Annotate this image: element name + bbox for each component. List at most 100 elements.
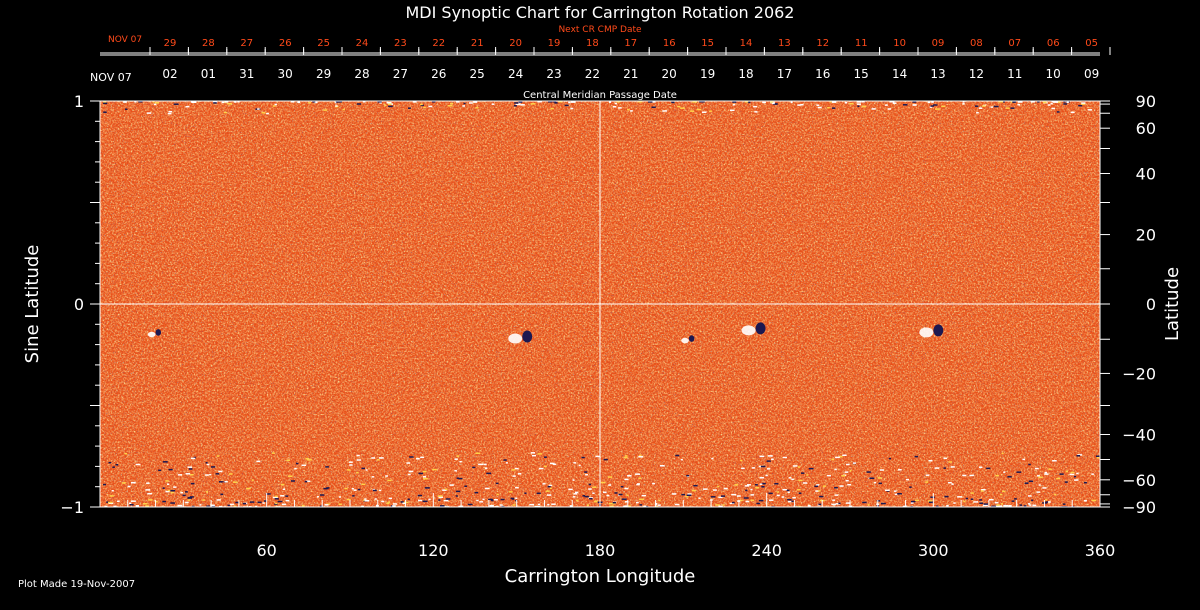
noise-speck [191, 101, 197, 104]
active-region-positive [741, 325, 756, 336]
noise-speck [482, 498, 485, 501]
noise-speck [553, 463, 557, 466]
noise-speck [529, 503, 535, 506]
active-region-positive [681, 337, 689, 344]
noise-speck [463, 102, 466, 105]
noise-speck [564, 104, 569, 107]
noise-speck [838, 455, 843, 458]
noise-speck [420, 456, 425, 459]
noise-speck [771, 458, 774, 460]
noise-speck [146, 482, 150, 484]
noise-speck [342, 108, 345, 111]
noise-speck [170, 491, 174, 494]
noise-speck [588, 488, 592, 490]
noise-speck [718, 496, 723, 499]
noise-speck [624, 501, 629, 503]
noise-speck [611, 502, 616, 505]
noise-speck [760, 465, 766, 468]
noise-speck [103, 101, 107, 103]
noise-speck [756, 502, 760, 505]
noise-speck [361, 467, 366, 470]
noise-speck [127, 485, 131, 488]
noise-speck [624, 487, 629, 490]
cmp-date-label: 18 [738, 67, 753, 81]
noise-speck [765, 474, 768, 477]
noise-speck [134, 101, 137, 103]
noise-speck [914, 455, 919, 458]
noise-speck [277, 500, 283, 503]
noise-speck [817, 106, 822, 109]
noise-speck [142, 503, 148, 505]
noise-speck [138, 101, 143, 103]
noise-speck [759, 477, 765, 479]
cmp-date-label: 11 [1007, 67, 1022, 81]
noise-speck [866, 471, 871, 473]
noise-speck [227, 504, 230, 507]
noise-speck [1072, 111, 1075, 114]
cmp-date-label: 09 [1084, 67, 1099, 81]
noise-speck [652, 101, 656, 103]
noise-speck [750, 499, 755, 502]
active-region-negative [522, 330, 533, 343]
noise-speck [1042, 487, 1047, 489]
noise-speck [388, 105, 393, 108]
noise-speck [1016, 471, 1022, 473]
noise-speck [1083, 500, 1087, 502]
next-cr-title: Next CR CMP Date [558, 25, 642, 35]
noise-speck [603, 458, 608, 461]
noise-speck [510, 497, 515, 500]
cmp-date-label: 01 [201, 67, 216, 81]
noise-speck [734, 484, 739, 486]
noise-speck [432, 468, 437, 471]
noise-speck [319, 494, 325, 496]
noise-speck [338, 496, 341, 498]
active-region-negative [155, 329, 162, 336]
noise-speck [747, 484, 751, 486]
noise-speck [759, 455, 765, 458]
active-region-negative [933, 324, 944, 337]
noise-speck [211, 466, 216, 468]
noise-speck [1012, 101, 1016, 103]
plot-made-footer: Plot Made 19-Nov-2007 [18, 579, 136, 590]
noise-speck [538, 467, 544, 470]
noise-speck [323, 109, 328, 111]
noise-speck [853, 462, 856, 464]
noise-speck [1044, 473, 1049, 475]
x-tick-label: 360 [1085, 541, 1116, 560]
noise-speck [609, 505, 614, 507]
cmp-date-label: 12 [969, 67, 984, 81]
noise-speck [1045, 499, 1048, 501]
noise-speck [111, 489, 114, 492]
noise-speck [344, 487, 348, 490]
noise-speck [950, 466, 955, 468]
noise-speck [146, 112, 152, 114]
noise-speck [1076, 455, 1081, 457]
noise-speck [553, 101, 557, 103]
cmp-date-label: 24 [508, 67, 523, 81]
noise-speck [574, 491, 579, 494]
noise-speck [417, 499, 423, 502]
noise-speck [347, 469, 351, 471]
noise-speck [168, 110, 173, 113]
noise-speck [1022, 458, 1025, 461]
noise-speck [1087, 109, 1093, 111]
noise-speck [508, 491, 513, 493]
noise-speck [747, 101, 751, 104]
noise-speck [861, 105, 867, 108]
noise-speck [654, 502, 658, 505]
noise-speck [743, 497, 749, 499]
noise-speck [449, 484, 454, 486]
noise-speck [165, 480, 169, 482]
noise-speck [879, 469, 884, 471]
noise-speck [588, 497, 594, 499]
noise-speck [839, 485, 844, 487]
noise-speck [386, 502, 390, 505]
noise-speck [892, 102, 897, 104]
noise-speck [513, 105, 517, 107]
noise-speck [305, 457, 309, 460]
noise-speck [692, 101, 698, 103]
noise-speck [377, 101, 382, 103]
noise-speck [732, 103, 736, 106]
noise-speck [308, 102, 312, 104]
noise-speck [285, 499, 290, 502]
